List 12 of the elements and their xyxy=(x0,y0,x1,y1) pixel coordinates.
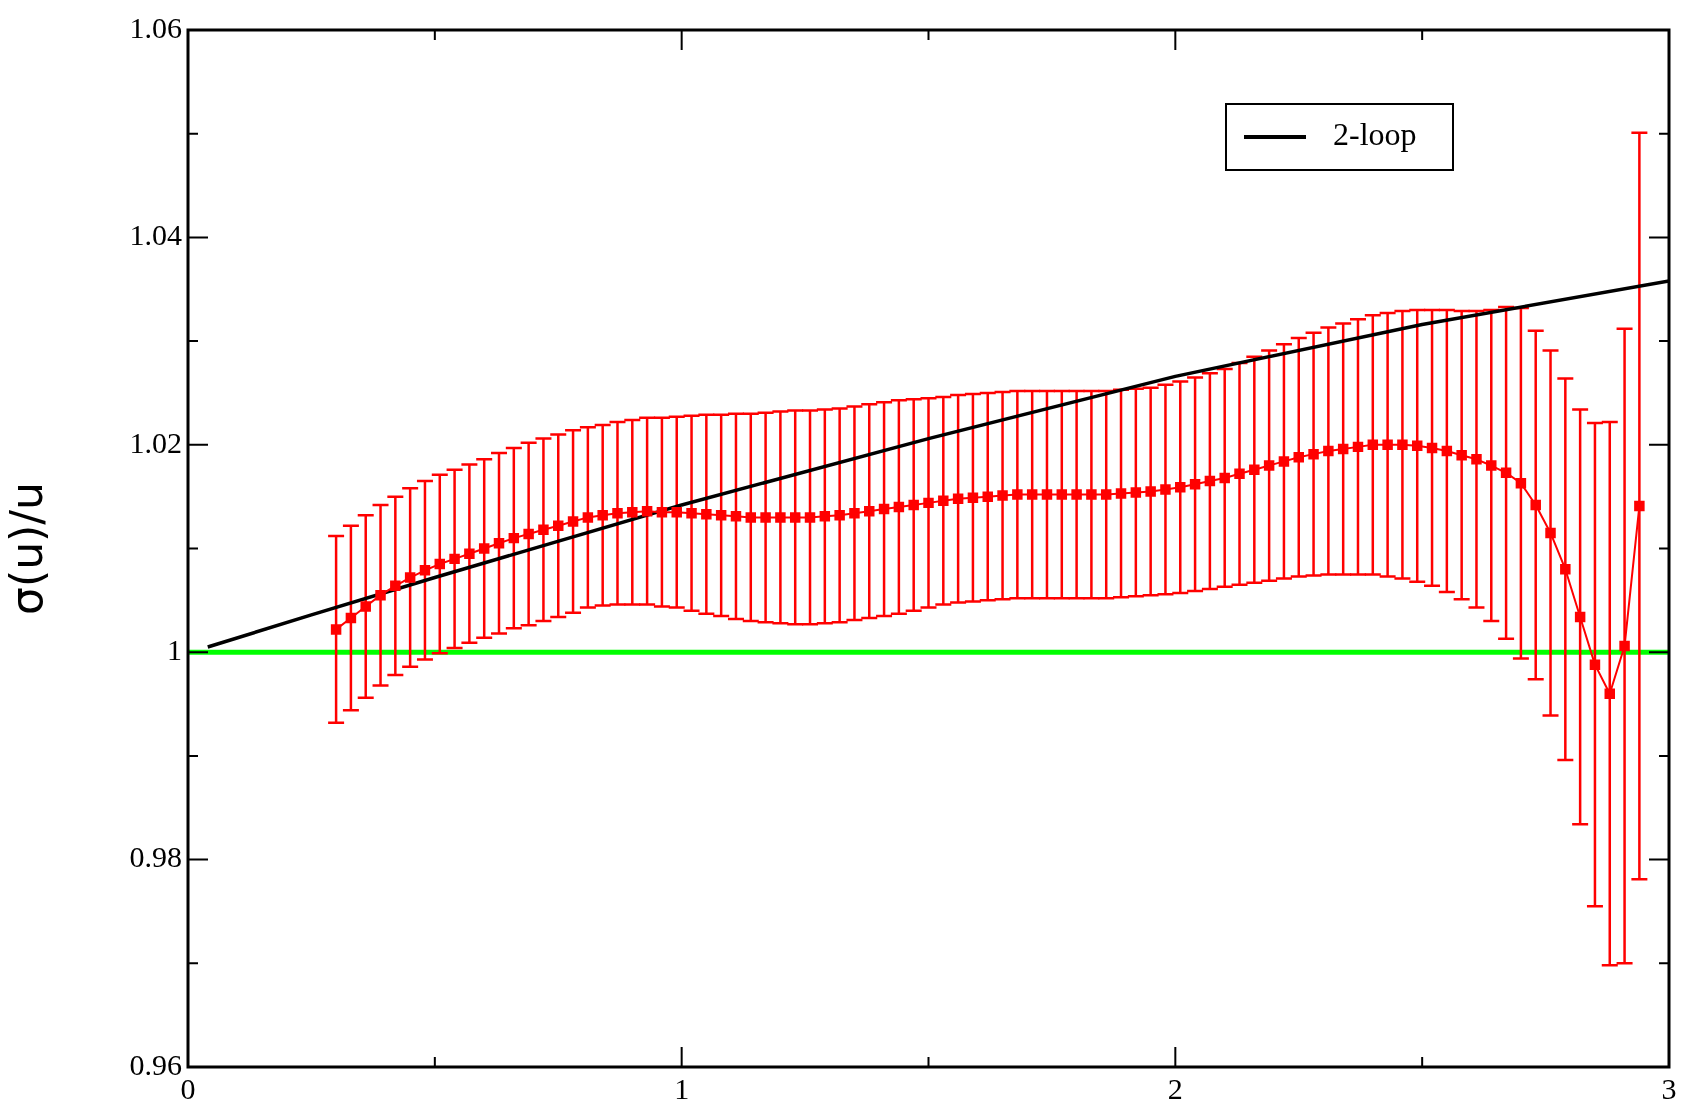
y-tick-label: 0.96 xyxy=(129,1047,182,1081)
x-tick-label: 2 xyxy=(1167,1071,1183,1105)
y-tick-label: 1 xyxy=(167,633,182,667)
y-axis-title: σ(u)/u xyxy=(0,482,52,615)
x-tick-label: 1 xyxy=(674,1071,690,1105)
y-tick-label: 1.02 xyxy=(129,425,182,459)
x-tick-label: 0 xyxy=(180,1071,196,1105)
legend-label: 2-loop xyxy=(1333,116,1417,153)
x-tick-label: 3 xyxy=(1661,1071,1677,1105)
y-tick-label: 1.06 xyxy=(129,10,182,44)
y-tick-label: 1.04 xyxy=(129,218,182,252)
y-tick-label: 0.98 xyxy=(129,840,182,874)
